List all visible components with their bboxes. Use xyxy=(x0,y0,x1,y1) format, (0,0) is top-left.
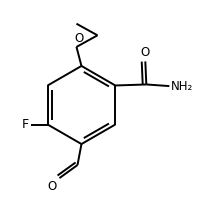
Text: F: F xyxy=(22,118,29,131)
Text: O: O xyxy=(140,46,149,59)
Text: O: O xyxy=(74,32,83,45)
Text: NH₂: NH₂ xyxy=(170,80,192,93)
Text: O: O xyxy=(47,180,57,193)
